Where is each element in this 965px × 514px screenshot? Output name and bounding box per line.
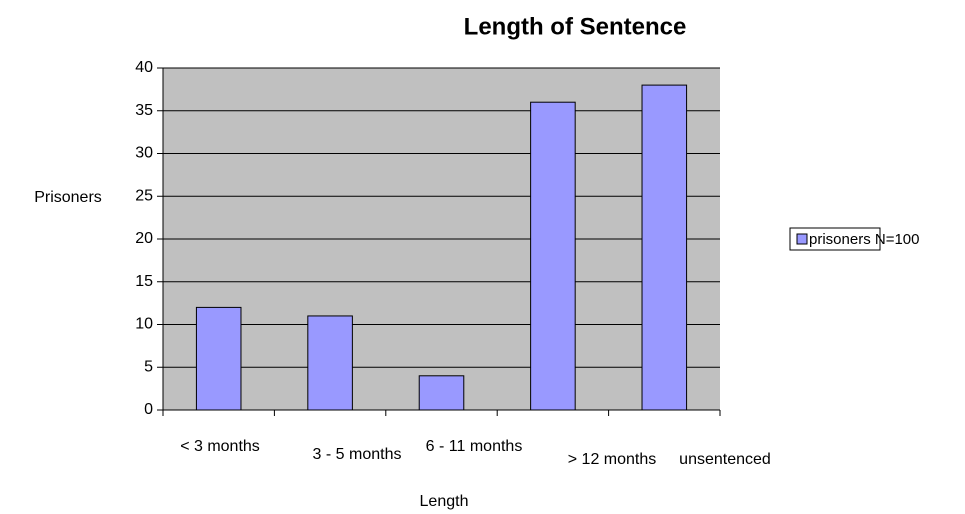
x-axis-label: Length <box>420 493 469 510</box>
x-tick-label: > 12 months <box>568 451 657 468</box>
x-tick-label: 6 - 11 months <box>426 438 523 455</box>
legend-swatch <box>796 233 808 245</box>
y-tick-label: 10 <box>135 316 153 333</box>
legend-box <box>789 227 881 251</box>
y-tick-label: 15 <box>135 273 153 290</box>
y-tick-label: 20 <box>135 230 153 247</box>
bar <box>641 84 688 411</box>
legend-label: prisoners N=100 <box>809 231 919 248</box>
y-tick-label: 0 <box>144 401 153 418</box>
x-tick-label: 3 - 5 months <box>313 446 402 463</box>
y-tick-label: 40 <box>135 59 153 76</box>
y-tick-label: 25 <box>135 187 153 204</box>
y-axis-label: Prisoners <box>34 189 102 206</box>
chart-title: Length of Sentence <box>464 13 687 40</box>
bar <box>418 375 465 411</box>
bar <box>195 306 242 411</box>
y-tick-label: 30 <box>135 145 153 162</box>
y-tick-label: 35 <box>135 102 153 119</box>
bar <box>307 315 353 411</box>
x-tick-label: unsentenced <box>679 451 771 468</box>
bar <box>530 101 576 411</box>
x-tick-label: < 3 months <box>180 438 260 455</box>
y-tick-label: 5 <box>144 358 153 375</box>
